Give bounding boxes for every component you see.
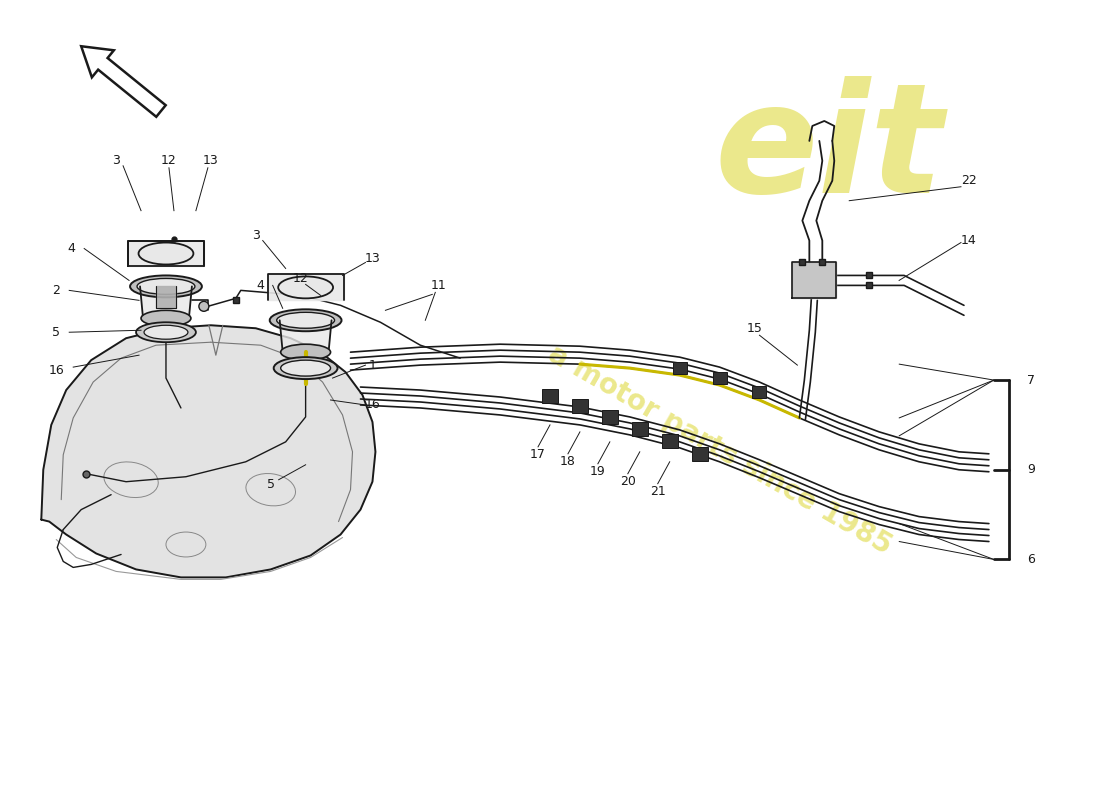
Text: 9: 9 bbox=[1026, 463, 1035, 476]
Text: 22: 22 bbox=[961, 174, 977, 187]
Ellipse shape bbox=[139, 242, 194, 265]
Ellipse shape bbox=[141, 310, 191, 326]
Text: 16: 16 bbox=[48, 364, 64, 377]
Polygon shape bbox=[140, 286, 191, 318]
Text: 13: 13 bbox=[364, 252, 381, 265]
Text: 15: 15 bbox=[747, 322, 762, 334]
Text: a motor parts since 1985: a motor parts since 1985 bbox=[542, 340, 896, 560]
Text: 12: 12 bbox=[293, 272, 308, 285]
Text: 3: 3 bbox=[252, 229, 260, 242]
Text: 12: 12 bbox=[161, 154, 177, 167]
FancyBboxPatch shape bbox=[542, 389, 558, 403]
Ellipse shape bbox=[136, 322, 196, 342]
Polygon shape bbox=[792, 262, 836, 298]
Ellipse shape bbox=[270, 310, 341, 331]
FancyBboxPatch shape bbox=[673, 362, 686, 374]
Text: 3: 3 bbox=[112, 154, 120, 167]
Text: 5: 5 bbox=[53, 326, 60, 338]
Text: 21: 21 bbox=[650, 485, 666, 498]
Text: 17: 17 bbox=[530, 448, 546, 462]
Ellipse shape bbox=[280, 360, 331, 376]
Polygon shape bbox=[156, 286, 176, 308]
Ellipse shape bbox=[278, 277, 333, 298]
Polygon shape bbox=[128, 241, 204, 266]
FancyBboxPatch shape bbox=[662, 434, 678, 448]
FancyBboxPatch shape bbox=[752, 386, 767, 398]
Text: 11: 11 bbox=[430, 279, 447, 292]
Text: 2: 2 bbox=[53, 284, 60, 297]
FancyArrow shape bbox=[81, 46, 166, 117]
Polygon shape bbox=[42, 326, 375, 578]
Text: 6: 6 bbox=[1026, 553, 1035, 566]
FancyBboxPatch shape bbox=[692, 447, 707, 461]
Text: 16: 16 bbox=[364, 398, 381, 411]
Text: 4: 4 bbox=[67, 242, 75, 255]
Ellipse shape bbox=[144, 326, 188, 339]
Text: 14: 14 bbox=[961, 234, 977, 247]
Text: 5: 5 bbox=[266, 478, 275, 491]
Ellipse shape bbox=[274, 357, 338, 379]
Ellipse shape bbox=[199, 302, 209, 311]
Text: 4: 4 bbox=[256, 279, 265, 292]
FancyBboxPatch shape bbox=[713, 372, 727, 384]
FancyBboxPatch shape bbox=[631, 422, 648, 436]
Text: eit: eit bbox=[715, 76, 944, 226]
Polygon shape bbox=[267, 274, 343, 300]
Ellipse shape bbox=[277, 312, 334, 328]
Text: 18: 18 bbox=[560, 455, 576, 468]
Text: 7: 7 bbox=[1026, 374, 1035, 386]
Polygon shape bbox=[279, 320, 331, 352]
Text: 20: 20 bbox=[620, 475, 636, 488]
Ellipse shape bbox=[130, 275, 202, 298]
Text: 13: 13 bbox=[204, 154, 219, 167]
FancyBboxPatch shape bbox=[572, 399, 587, 413]
FancyBboxPatch shape bbox=[602, 410, 618, 424]
Text: 1: 1 bbox=[368, 358, 376, 372]
Text: 19: 19 bbox=[590, 466, 606, 478]
Ellipse shape bbox=[280, 344, 331, 360]
Ellipse shape bbox=[138, 278, 195, 294]
